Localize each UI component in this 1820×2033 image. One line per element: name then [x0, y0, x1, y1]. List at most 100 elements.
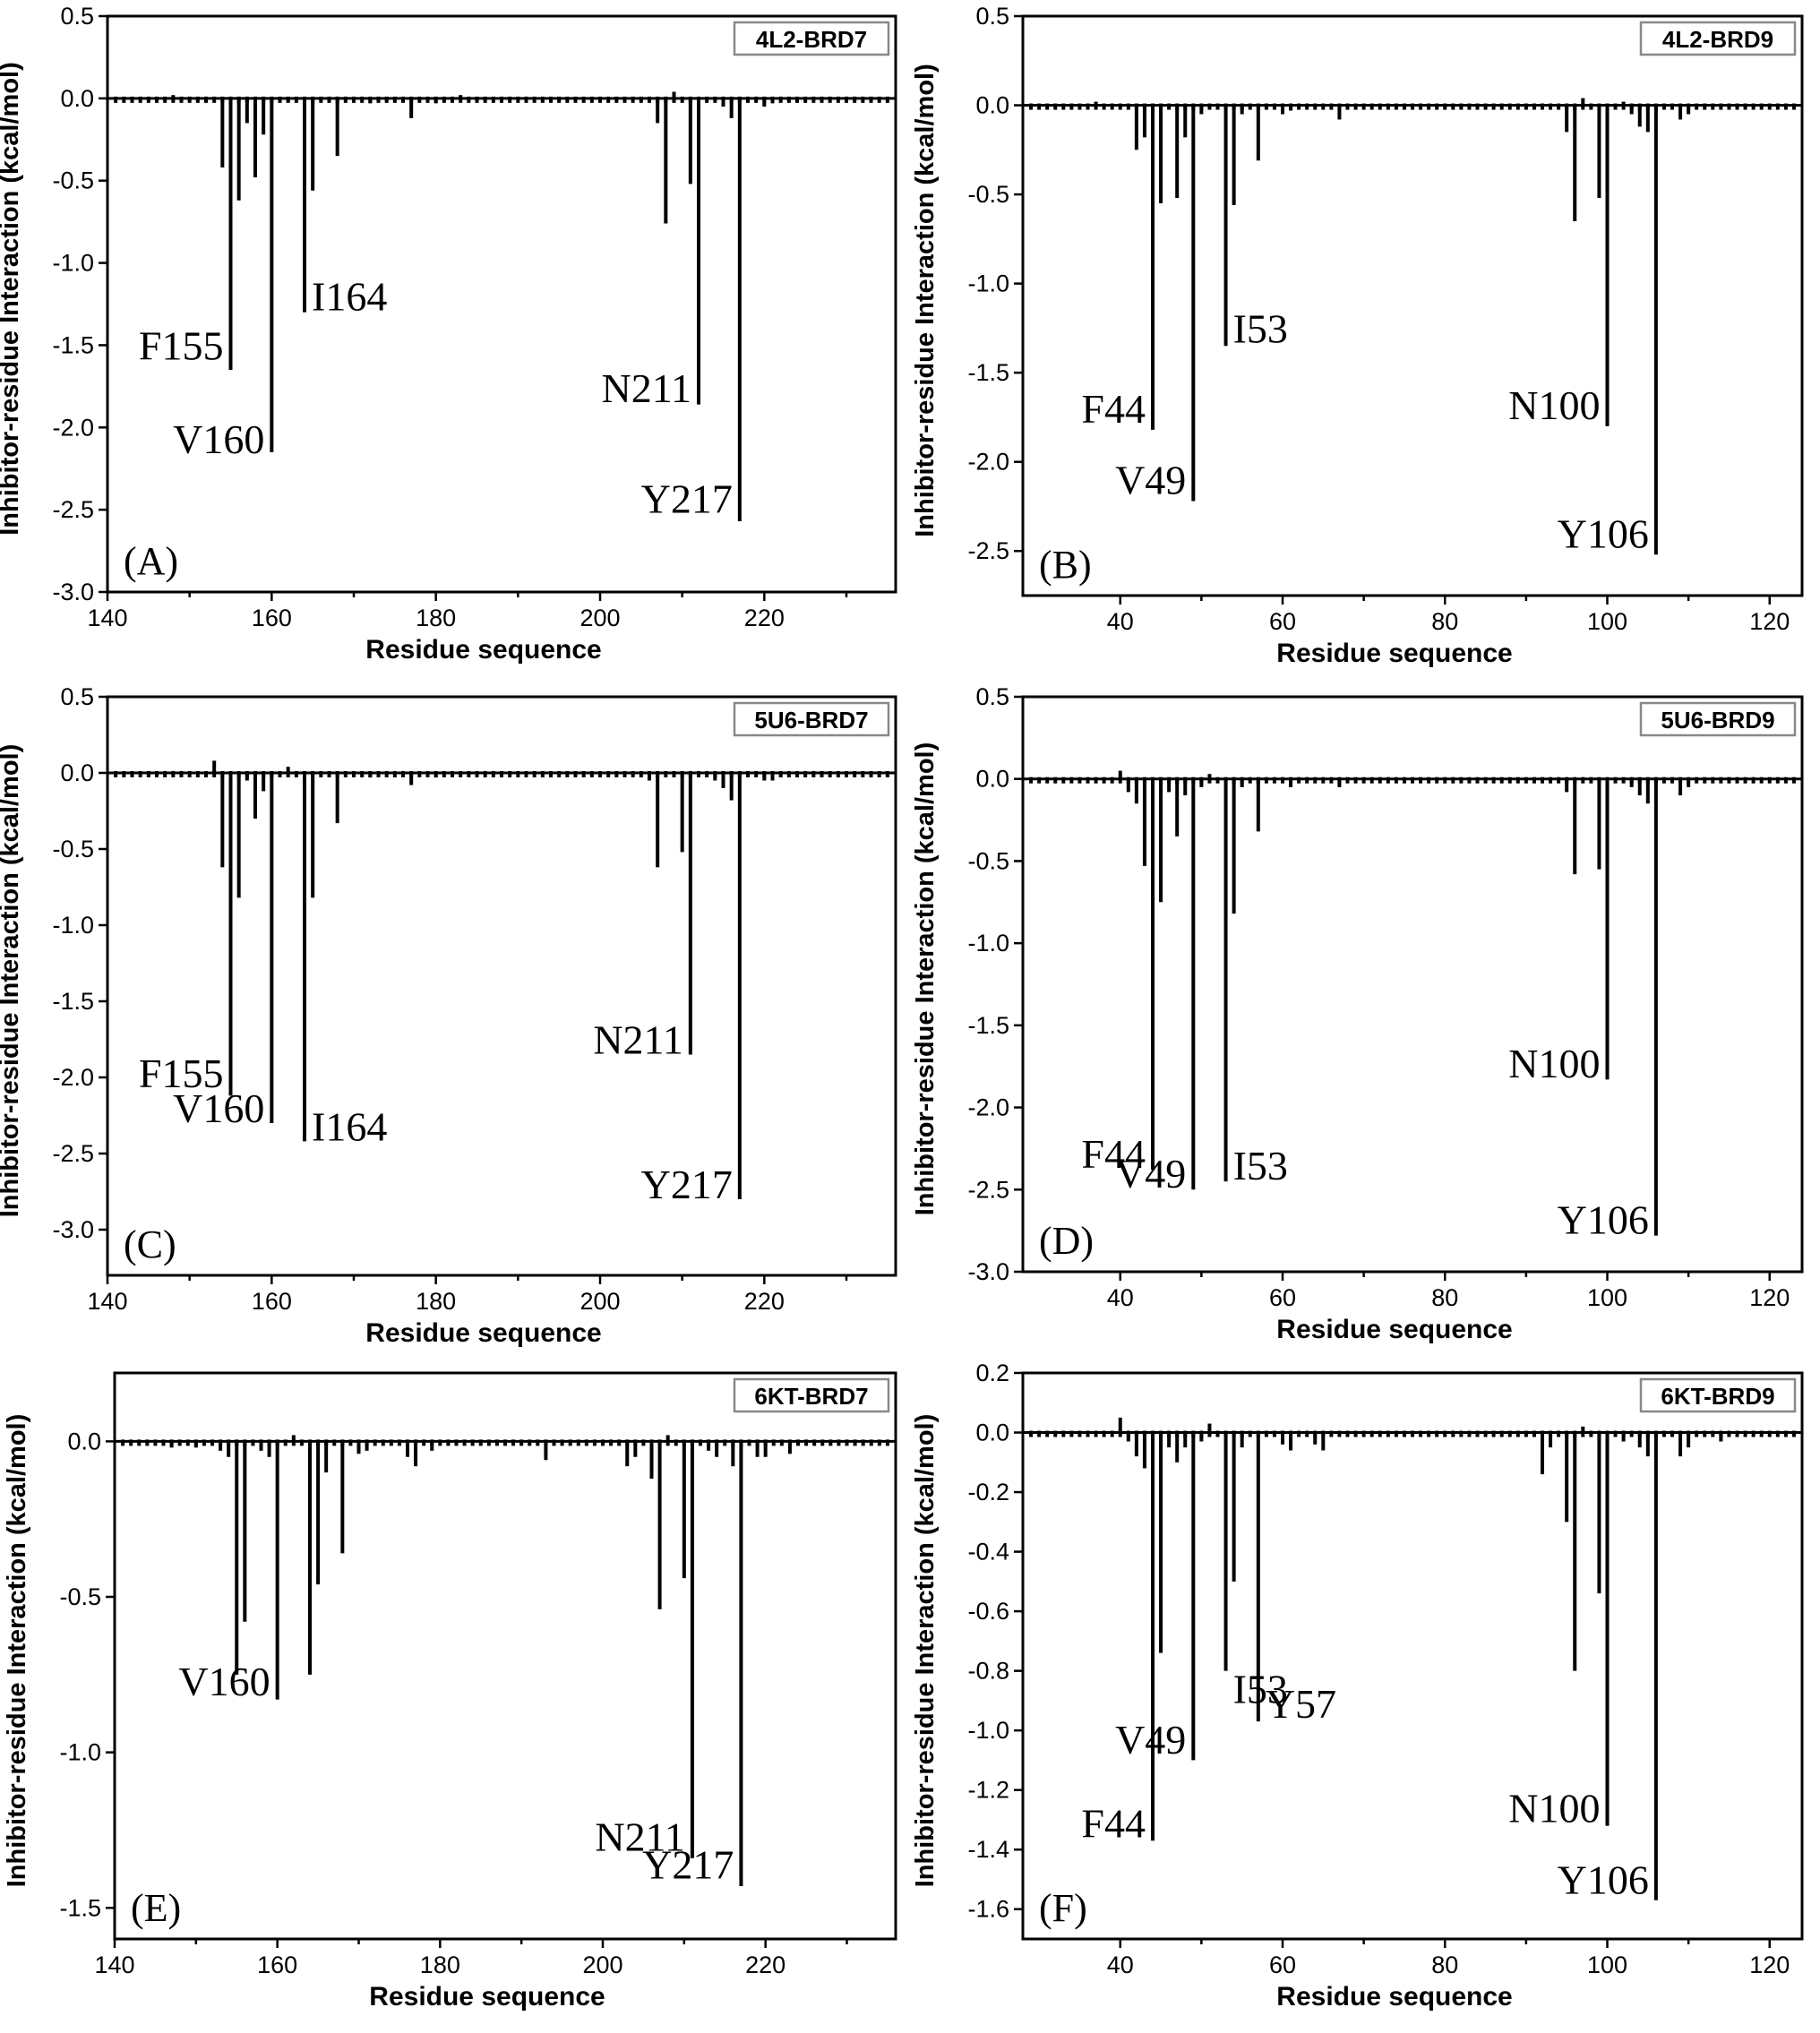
- x-axis-title: Residue sequence: [369, 1982, 605, 2012]
- residue-label: Y217: [641, 1162, 733, 1207]
- panel-tag: 6KT-BRD9: [1661, 1383, 1774, 1410]
- y-tick-label: -3.0: [52, 1216, 94, 1243]
- y-tick-label: 0.0: [975, 1420, 1009, 1446]
- x-tick-label: 100: [1587, 1952, 1627, 1978]
- x-tick-label: 40: [1107, 608, 1134, 635]
- y-axis-title: Inhibitor-residue Interaction (kcal/mol): [911, 1414, 940, 1888]
- residue-label: N100: [1508, 382, 1600, 428]
- y-tick-label: -1.0: [52, 912, 94, 939]
- y-tick-label: 0.5: [60, 3, 94, 30]
- residue-label: I164: [312, 273, 387, 319]
- residue-label: V49: [1115, 1151, 1186, 1197]
- y-axis-title: Inhibitor-residue Interaction (kcal/mol): [911, 742, 940, 1216]
- panel-tag: 4L2-BRD9: [1662, 26, 1773, 53]
- panel-letter: (F): [1039, 1886, 1087, 1930]
- residue-label: V49: [1115, 1717, 1186, 1763]
- residue-label: Y106: [1558, 510, 1649, 556]
- x-tick-label: 140: [94, 1952, 134, 1978]
- x-tick-label: 120: [1749, 1952, 1790, 1978]
- panel-tag-box: [1639, 701, 1797, 737]
- residue-label: I53: [1233, 305, 1288, 351]
- y-tick-label: -1.0: [967, 270, 1009, 297]
- y-tick-label: -2.0: [52, 1064, 94, 1091]
- residue-label: F44: [1081, 386, 1146, 432]
- panel-tag: 4L2-BRD7: [756, 26, 867, 53]
- y-tick-label: -1.0: [967, 930, 1009, 956]
- residue-label: N100: [1508, 1041, 1600, 1086]
- y-tick-label: -1.6: [967, 1896, 1009, 1923]
- y-tick-label: 0.0: [975, 766, 1009, 793]
- panel-tag-box: [733, 701, 890, 737]
- panel-letter: (A): [124, 539, 178, 583]
- y-tick-label: -0.6: [967, 1598, 1009, 1625]
- x-tick-label: 200: [582, 1952, 622, 1978]
- x-tick-label: 140: [87, 1288, 127, 1315]
- residue-label: V160: [173, 1085, 264, 1131]
- panel-tag-box: [733, 1377, 890, 1413]
- x-tick-label: 120: [1749, 1284, 1790, 1311]
- y-tick-label: -3.0: [967, 1258, 1009, 1285]
- residue-label: Y217: [642, 1842, 734, 1888]
- x-tick-label: 160: [257, 1952, 297, 1978]
- plot-frame: [1021, 14, 1804, 597]
- residue-label: F44: [1081, 1131, 1146, 1177]
- x-tick-label: 60: [1269, 1952, 1296, 1978]
- chart-panel: 140 160 180 200 220 0.0 -0.5 -1.0 -1.5 Residue se…: [3, 1371, 897, 2012]
- x-tick-label: 220: [745, 1952, 786, 1978]
- panel-tag-box: [733, 21, 890, 56]
- x-axis-title: Residue sequence: [1276, 639, 1512, 668]
- panel-tag: 6KT-BRD7: [754, 1383, 868, 1410]
- panel-letter: (E): [131, 1886, 181, 1930]
- y-tick-label: 0.5: [975, 683, 1009, 710]
- y-tick-label: -0.2: [967, 1479, 1009, 1505]
- plot-frame: [106, 695, 897, 1277]
- residue-label: I53: [1233, 1667, 1288, 1712]
- x-tick-label: 160: [252, 605, 292, 631]
- panel-tag-box: [1639, 21, 1797, 56]
- y-tick-label: -2.0: [967, 1094, 1009, 1121]
- y-tick-label: 0.0: [67, 1428, 101, 1454]
- panel-tag: 5U6-BRD9: [1661, 707, 1774, 733]
- x-axis-title: Residue sequence: [365, 1318, 601, 1348]
- y-tick-label: 0.0: [60, 85, 94, 112]
- y-tick-label: -2.5: [967, 1176, 1009, 1203]
- x-tick-label: 220: [744, 605, 785, 631]
- panel-letter: (C): [124, 1222, 176, 1266]
- chart-panel: 40 60 80 100 120 0.2 0.0 -0.2 -0.4 -0.6 -0.8 -1.0 -1…: [911, 1360, 1804, 2012]
- residue-label: N211: [595, 1814, 685, 1859]
- y-tick-label: -1.0: [967, 1717, 1009, 1744]
- y-tick-label: 0.0: [975, 92, 1009, 119]
- x-tick-label: 140: [87, 605, 127, 631]
- panel-letter: (B): [1039, 543, 1092, 587]
- y-tick-label: -2.5: [967, 537, 1009, 564]
- x-tick-label: 80: [1431, 1284, 1458, 1311]
- plot-frame: [1021, 1371, 1804, 1941]
- residue-label: Y106: [1558, 1857, 1649, 1902]
- residue-label: I164: [312, 1103, 387, 1149]
- residue-label: Y217: [641, 476, 733, 521]
- chart-panel: 40 60 80 100 120 0.5 0.0 -0.5 -1.0 -1.5 -2.0 -2.5 -3…: [911, 683, 1804, 1344]
- plot-frame: [113, 1371, 897, 1941]
- y-tick-label: -1.0: [52, 250, 94, 277]
- x-tick-label: 180: [416, 1288, 456, 1315]
- x-tick-label: 180: [420, 1952, 460, 1978]
- residue-label: Y57: [1266, 1681, 1336, 1727]
- panel-tag: 5U6-BRD7: [754, 707, 868, 733]
- y-tick-label: -2.0: [967, 449, 1009, 476]
- residue-label: F155: [139, 322, 224, 368]
- y-tick-label: -0.5: [52, 836, 94, 862]
- residue-label: V160: [173, 416, 264, 462]
- y-axis-title: Inhibitor-residue Interaction (kcal/mol): [0, 744, 24, 1218]
- residue-label: Y106: [1558, 1197, 1649, 1242]
- y-axis-title: Inhibitor-residue Interaction (kcal/mol): [3, 1414, 31, 1888]
- x-axis-title: Residue sequence: [1276, 1315, 1512, 1344]
- x-tick-label: 200: [579, 605, 620, 631]
- panel-tag-box: [1639, 1377, 1797, 1413]
- chart-panel: 140 160 180 200 220 0.5 0.0 -0.5 -1.0 -1.5 -2.0 -2.…: [0, 683, 897, 1348]
- x-tick-label: 100: [1587, 608, 1627, 635]
- y-tick-label: -1.5: [52, 331, 94, 358]
- y-tick-label: -2.5: [52, 1140, 94, 1167]
- x-tick-label: 80: [1431, 608, 1458, 635]
- y-tick-label: -0.4: [967, 1539, 1009, 1565]
- y-tick-label: -1.5: [967, 359, 1009, 386]
